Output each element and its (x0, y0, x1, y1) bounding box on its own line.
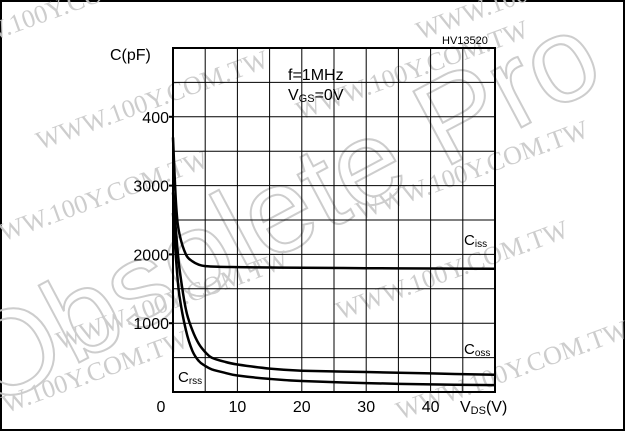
condition-vgs-main: V (288, 87, 299, 104)
x-axis-label: VDS(V) (460, 399, 507, 417)
chart-ticks: 0 10 20 30 40 1000 2000 3000 400 (133, 110, 439, 416)
x-axis-label-sub: DS (471, 405, 486, 417)
y-tick-label: 1000 (133, 316, 169, 333)
x-tick-label: 30 (357, 399, 375, 416)
series-line-ciss (171, 137, 496, 271)
series-label-ciss-sub: iss (475, 239, 487, 250)
series-label-coss-main: C (464, 341, 475, 358)
chart-series (171, 137, 496, 387)
x-tick-label: 0 (157, 399, 166, 416)
figure-code: HV13520 (442, 35, 488, 47)
series-label-coss: Coss (464, 341, 490, 359)
x-tick-label: 20 (293, 399, 311, 416)
x-axis-label-unit: (V) (486, 399, 507, 416)
series-label-crss: Crss (178, 369, 202, 387)
series-label-coss-sub: oss (475, 348, 491, 359)
y-tick-label: 3000 (133, 179, 169, 196)
series-label-crss-main: C (178, 369, 189, 386)
watermark-small-text: WWW.100Y.COM.TW (32, 44, 272, 155)
series-line-crss (171, 213, 496, 387)
condition-frequency: f=1MHz (288, 67, 344, 84)
condition-vgs-rest: =0V (315, 87, 344, 104)
x-axis-label-main: V (460, 399, 471, 416)
y-tick-label: 2000 (133, 247, 169, 264)
series-label-ciss: Ciss (464, 232, 487, 250)
y-tick-label: 400 (142, 110, 169, 127)
condition-vgs-sub: GS (299, 93, 315, 105)
series-line-coss (171, 192, 496, 377)
x-tick-label: 10 (229, 399, 247, 416)
x-tick-label: 40 (422, 399, 440, 416)
series-label-crss-sub: rss (189, 376, 202, 387)
condition-vgs: VGS=0V (288, 87, 344, 105)
chart-grid (173, 48, 495, 392)
series-label-ciss-main: C (464, 232, 475, 249)
y-axis-label: C(pF) (110, 47, 151, 64)
